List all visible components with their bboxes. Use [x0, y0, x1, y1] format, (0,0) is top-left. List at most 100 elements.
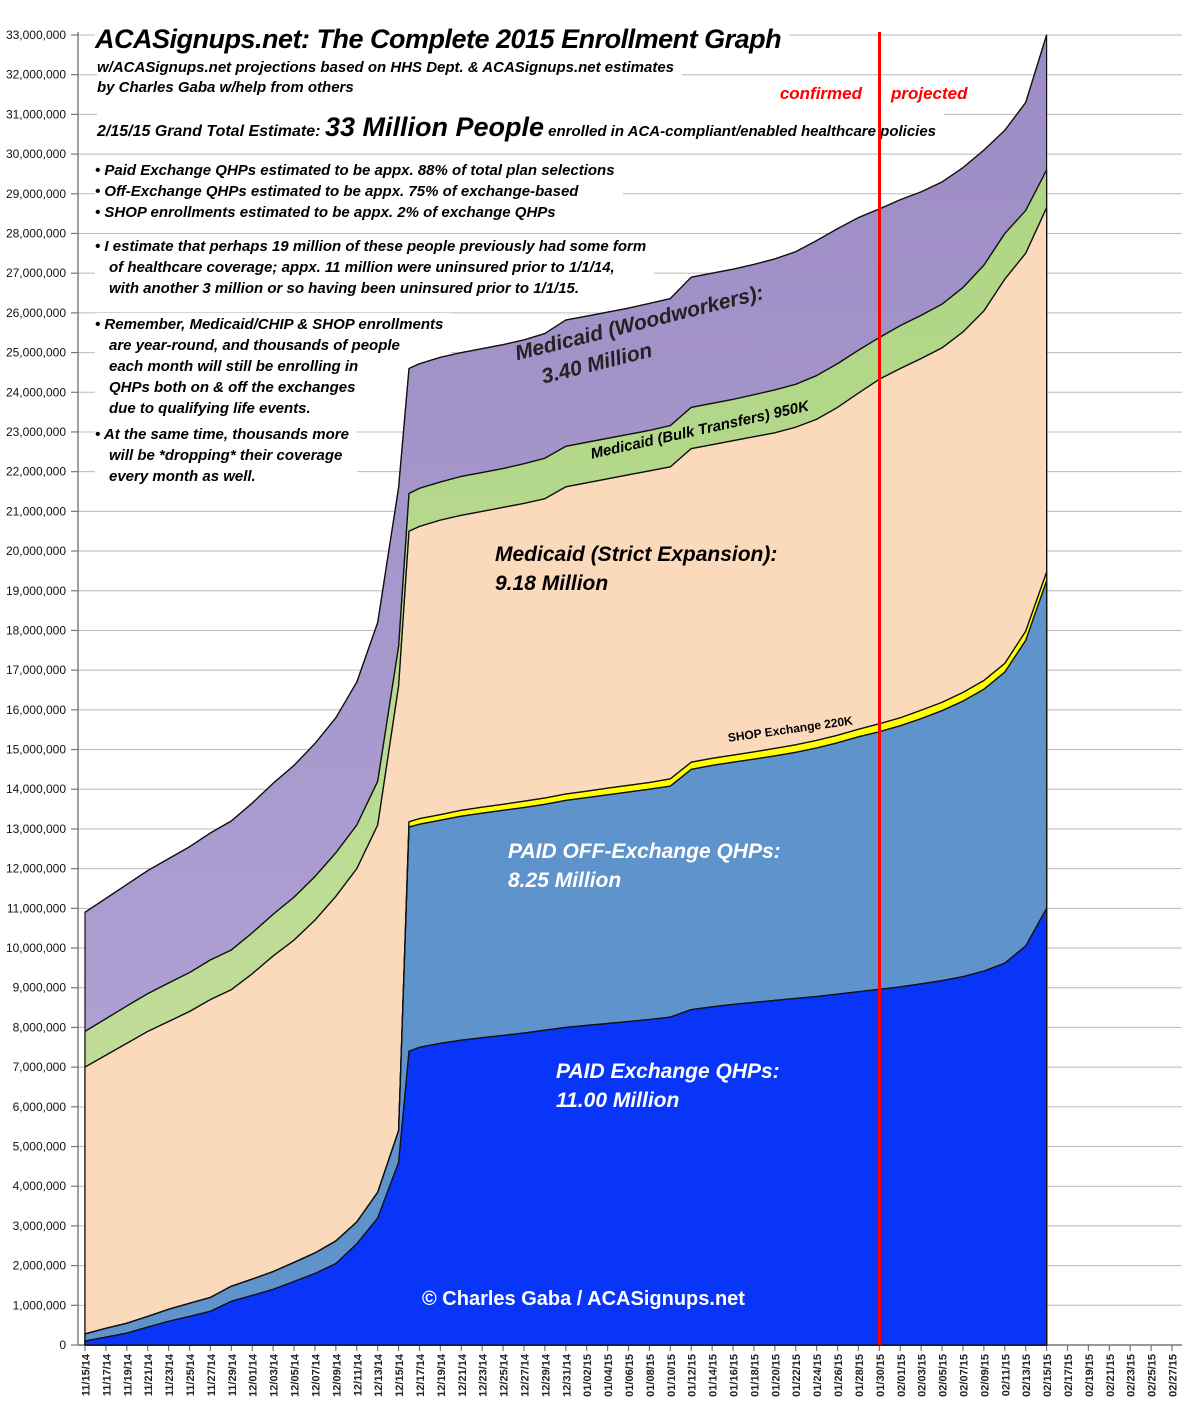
note-line: • Remember, Medicaid/CHIP & SHOP enrollm…: [95, 316, 444, 333]
copyright-watermark: © Charles Gaba / ACASignups.net: [422, 1288, 745, 1310]
x-tick-label: 01/22/15: [791, 1354, 803, 1397]
x-tick-label: 11/15/14: [81, 1353, 93, 1396]
y-tick-label: 33,000,000: [6, 28, 66, 42]
y-tick-label: 28,000,000: [6, 226, 66, 240]
x-tick-label: 12/15/14: [394, 1353, 406, 1397]
x-tick-label: 01/28/15: [854, 1354, 866, 1397]
y-tick-label: 17,000,000: [6, 663, 66, 677]
x-tick-label: 01/16/15: [729, 1354, 741, 1397]
x-tick-label: 11/29/14: [227, 1353, 239, 1396]
series-label-strict-expansion: Medicaid (Strict Expansion): 9.18 Millio…: [495, 540, 777, 598]
y-tick-label: 13,000,000: [6, 822, 66, 836]
y-tick-label: 18,000,000: [6, 623, 66, 637]
series-label-line: PAID Exchange QHPs:: [556, 1060, 780, 1083]
y-tick-label: 4,000,000: [13, 1179, 67, 1193]
x-tick-label: 02/15/15: [1042, 1354, 1054, 1397]
note-line: QHPs both on & off the exchanges: [109, 379, 356, 396]
x-axis-ticks-labels: 11/15/14 11/17/14 11/19/14 11/21/14 11/23/14…: [81, 1345, 1180, 1397]
x-tick-label: 12/23/14: [478, 1353, 490, 1397]
x-tick-label: 11/19/14: [122, 1353, 134, 1396]
x-tick-label: 01/24/15: [812, 1354, 824, 1397]
x-tick-label: 01/10/15: [666, 1354, 678, 1397]
note-line: • Paid Exchange QHPs estimated to be app…: [95, 162, 615, 179]
y-tick-label: 7,000,000: [13, 1060, 67, 1074]
x-tick-label: 02/05/15: [938, 1354, 950, 1397]
y-tick-label: 6,000,000: [13, 1100, 67, 1114]
x-tick-label: 02/21/15: [1105, 1354, 1117, 1397]
y-tick-label: 27,000,000: [6, 266, 66, 280]
subtitle-projections: w/ACASignups.net projections based on HH…: [97, 58, 683, 77]
x-tick-label: 02/25/15: [1147, 1354, 1159, 1397]
note-line: with another 3 million or so having been…: [109, 280, 580, 297]
y-tick-label: 10,000,000: [6, 941, 66, 955]
y-tick-label: 20,000,000: [6, 544, 66, 558]
note-uninsured-block: • I estimate that perhaps 19 million of …: [95, 235, 655, 300]
x-tick-label: 12/09/14: [331, 1353, 343, 1397]
note-line: • SHOP enrollments estimated to be appx.…: [95, 204, 556, 221]
y-tick-label: 1,000,000: [13, 1298, 67, 1312]
x-tick-label: 12/11/14: [352, 1353, 364, 1396]
x-tick-label: 02/23/15: [1126, 1354, 1138, 1397]
x-tick-label: 02/17/15: [1063, 1354, 1075, 1397]
x-tick-label: 12/31/14: [561, 1353, 573, 1397]
y-tick-label: 31,000,000: [6, 107, 66, 121]
x-tick-label: 01/08/15: [645, 1354, 657, 1397]
y-tick-label: 24,000,000: [6, 385, 66, 399]
series-label-line: 8.25 Million: [508, 869, 622, 892]
x-tick-label: 12/05/14: [290, 1353, 302, 1397]
x-tick-label: 12/19/14: [436, 1353, 448, 1397]
y-tick-label: 3,000,000: [13, 1219, 67, 1233]
series-label-line: 9.18 Million: [495, 572, 609, 595]
x-tick-label: 02/07/15: [958, 1354, 970, 1397]
page-title: ACASignups.net: The Complete 2015 Enroll…: [95, 22, 790, 57]
y-tick-label: 2,000,000: [13, 1259, 67, 1273]
series-label-line: PAID OFF-Exchange QHPs:: [508, 840, 781, 863]
x-tick-label: 11/27/14: [206, 1353, 218, 1396]
y-tick-label: 8,000,000: [13, 1020, 67, 1034]
y-tick-label: 9,000,000: [13, 981, 67, 995]
y-tick-label: 25,000,000: [6, 346, 66, 360]
note-line: • Off-Exchange QHPs estimated to be appx…: [95, 183, 579, 200]
series-label-line: Medicaid (Strict Expansion):: [495, 543, 778, 566]
series-label-paid-exchange: PAID Exchange QHPs: 11.00 Million: [556, 1057, 780, 1115]
note-line: are year-round, and thousands of people: [109, 337, 400, 354]
x-tick-label: 12/01/14: [248, 1353, 260, 1397]
y-tick-label: 16,000,000: [6, 703, 66, 717]
confirmed-projected-divider-line: [878, 32, 881, 1345]
grand-total-line: 2/15/15 Grand Total Estimate: 33 Million…: [97, 110, 945, 145]
x-tick-label: 11/25/14: [185, 1353, 197, 1396]
x-tick-label: 02/09/15: [979, 1354, 991, 1397]
y-tick-label: 11,000,000: [7, 901, 66, 915]
x-tick-label: 12/21/14: [457, 1353, 469, 1397]
series-label-line: 11.00 Million: [556, 1089, 680, 1112]
note-line: • At the same time, thousands more: [95, 426, 349, 443]
y-tick-label: 21,000,000: [6, 504, 66, 518]
grand-total-value: 33 Million People: [324, 112, 544, 142]
confirmed-label: confirmed: [760, 84, 862, 104]
note-estimates-block: • Paid Exchange QHPs estimated to be app…: [95, 159, 623, 224]
x-tick-label: 02/01/15: [896, 1354, 908, 1397]
x-tick-label: 02/27/15: [1168, 1354, 1180, 1397]
y-tick-label: 5,000,000: [13, 1140, 67, 1154]
y-tick-label: 12,000,000: [6, 862, 66, 876]
x-tick-label: 01/18/15: [749, 1354, 761, 1397]
x-tick-label: 01/30/15: [875, 1354, 887, 1397]
y-tick-label: 22,000,000: [6, 465, 66, 479]
subtitle-author: by Charles Gaba w/help from others: [97, 78, 362, 97]
y-tick-label: 14,000,000: [6, 782, 66, 796]
note-yearround-block: • Remember, Medicaid/CHIP & SHOP enrollm…: [95, 313, 452, 420]
series-label-off-exchange: PAID OFF-Exchange QHPs: 8.25 Million: [508, 837, 781, 895]
x-tick-label: 11/21/14: [143, 1353, 155, 1396]
y-tick-label: 0: [59, 1338, 66, 1352]
x-tick-label: 01/20/15: [770, 1354, 782, 1397]
x-tick-label: 12/13/14: [373, 1353, 385, 1397]
y-axis-ticks-labels: 0 1,000,000 2,000,000 3,000,000 4,000,000 5,0…: [6, 28, 78, 1352]
note-line: will be *dropping* their coverage: [109, 447, 343, 464]
x-tick-label: 11/17/14: [101, 1353, 113, 1396]
x-tick-label: 01/14/15: [708, 1354, 720, 1397]
x-tick-label: 02/13/15: [1021, 1354, 1033, 1397]
y-tick-label: 30,000,000: [6, 147, 66, 161]
y-tick-label: 23,000,000: [6, 425, 66, 439]
grand-total-prefix: 2/15/15 Grand Total Estimate:: [97, 123, 325, 140]
